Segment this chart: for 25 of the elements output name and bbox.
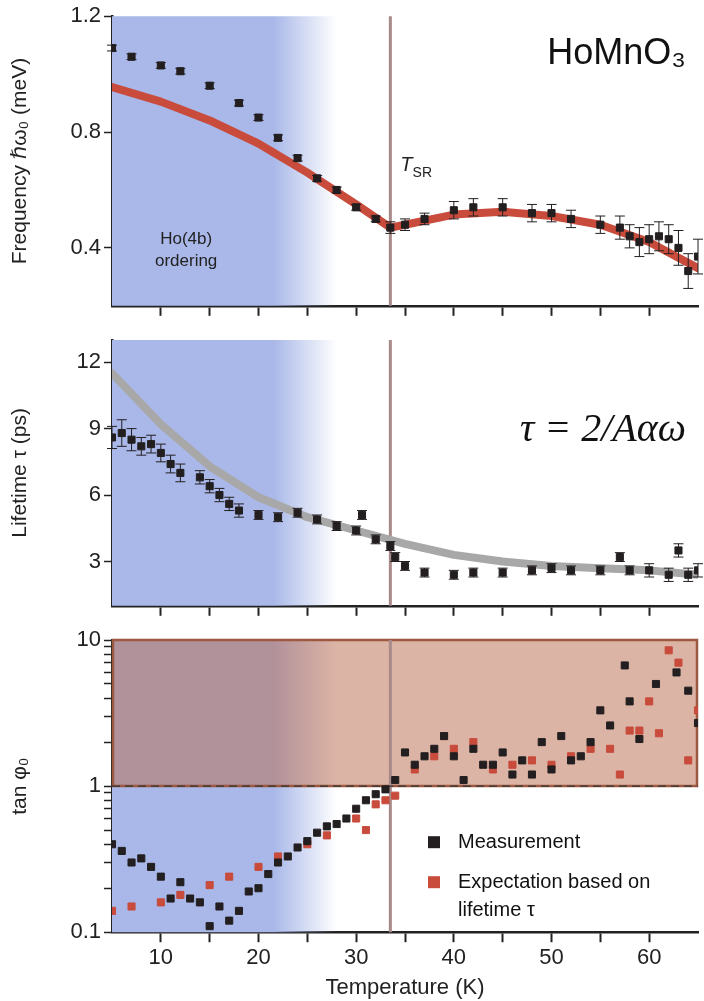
x-tick-label: 60 bbox=[636, 944, 662, 970]
y-tick-label: 9 bbox=[88, 414, 101, 440]
legend-label: Expectation based on lifetime τ bbox=[458, 869, 651, 920]
annotation: HoMnO₃ bbox=[547, 31, 686, 73]
y-tick-label: 10 bbox=[76, 626, 101, 652]
x-tick-label: 30 bbox=[343, 944, 369, 970]
x-tick-label: 20 bbox=[246, 944, 271, 970]
y-tick-label: 1.2 bbox=[70, 2, 101, 28]
y-axis-title: Frequency ℏω₀ (meV) bbox=[7, 57, 31, 265]
y-tick-label: 1 bbox=[88, 772, 101, 798]
legend-label: Measurement bbox=[458, 829, 581, 852]
x-tick-label: 50 bbox=[539, 944, 564, 970]
y-tick-label: 0.1 bbox=[70, 918, 101, 944]
x-tick-label: 40 bbox=[441, 944, 467, 970]
y-axis-title: tan φ₀ bbox=[7, 757, 31, 815]
y-tick-label: 6 bbox=[88, 481, 101, 507]
y-tick-label: 3 bbox=[88, 547, 101, 573]
x-tick-label: 10 bbox=[148, 944, 174, 970]
y-axis-title: Lifetime τ (ps) bbox=[7, 408, 31, 538]
x-axis-title: Temperature (K) bbox=[325, 973, 485, 999]
band-label: Ho(4b) ordering bbox=[154, 228, 218, 270]
y-tick-label: 0.4 bbox=[70, 233, 101, 259]
y-tick-label: 0.8 bbox=[70, 118, 101, 144]
annotation: τ = 2/Aαω bbox=[519, 404, 686, 450]
y-tick-label: 12 bbox=[76, 348, 101, 374]
